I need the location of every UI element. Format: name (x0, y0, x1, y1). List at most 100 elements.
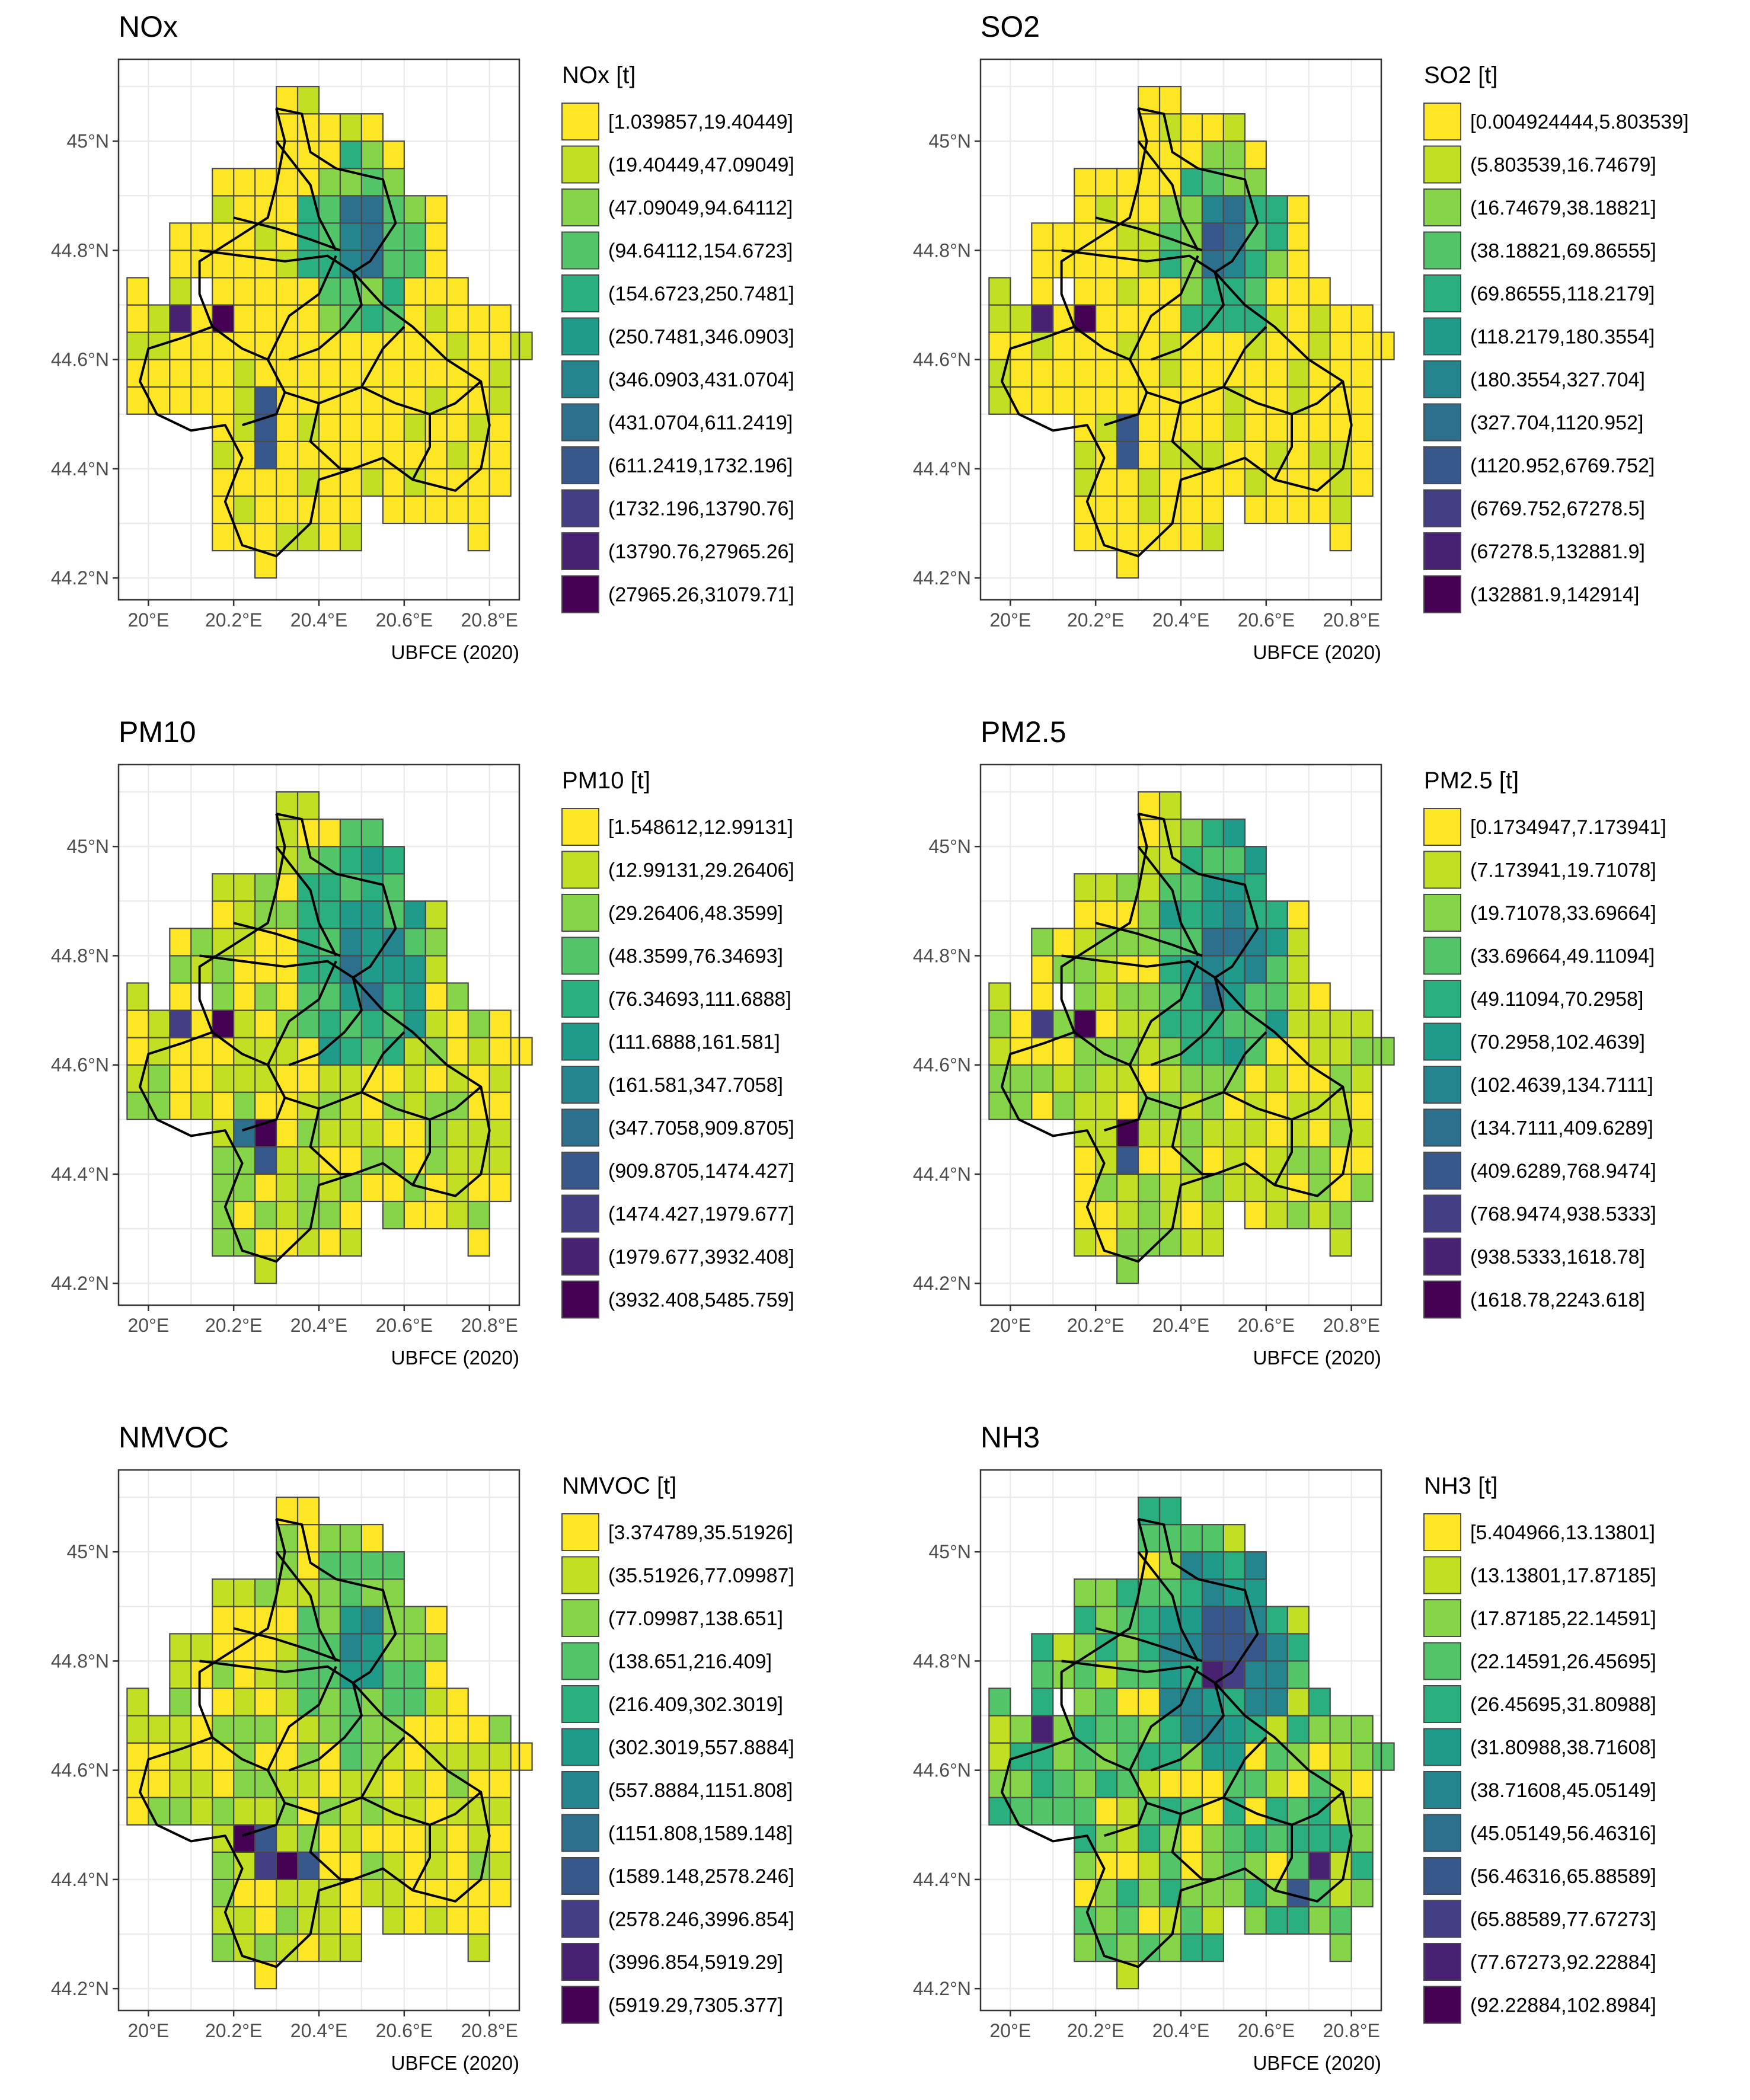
x-tick-label: 20.2°E (205, 609, 262, 631)
grid-cell (403, 1660, 426, 1689)
grid-cell (1286, 359, 1310, 388)
municipality-boundaries (1001, 812, 1353, 1263)
grid-cell (1180, 1578, 1203, 1607)
municipality-boundary (1137, 845, 1199, 957)
grid-cell (339, 1146, 363, 1175)
municipality-boundaries (139, 812, 491, 1263)
legend-label: (38.18821,69.86555] (1470, 240, 1656, 263)
grid-cell (467, 1742, 490, 1771)
grid-cell (275, 277, 299, 306)
grid-cell (1265, 900, 1288, 929)
legend-label: (13790.76,27965.26] (608, 541, 794, 563)
city-boundary (1001, 107, 1353, 558)
legend: NOx [t] [1.039857,19.40449] (19.40449,47.0… (561, 62, 794, 613)
grid-cell (382, 1906, 405, 1935)
grid-cell (424, 386, 448, 415)
grid-cell (126, 1009, 149, 1038)
grid-cell (360, 1715, 384, 1744)
grid-cell (148, 386, 171, 415)
grid-cell (275, 1851, 299, 1881)
grid-cell (360, 195, 384, 224)
grid-cell (988, 1687, 1011, 1717)
grid-cell (1116, 1064, 1139, 1093)
grid-cell (1308, 1200, 1331, 1230)
x-tick-label: 20.6°E (1238, 2020, 1295, 2041)
grid-cell (1137, 277, 1161, 306)
grid-cell (1201, 1146, 1225, 1175)
grid-cell (1308, 1037, 1331, 1066)
grid-cell (339, 1633, 363, 1662)
legend-swatch (561, 1108, 599, 1147)
grid-cell (212, 1769, 235, 1798)
grid-cell (467, 1173, 490, 1203)
grid-cell (1137, 1200, 1161, 1230)
grid-cell (1372, 1742, 1395, 1771)
grid-cell (1137, 1118, 1161, 1148)
grid-cell (126, 1742, 149, 1771)
grid-cell (254, 440, 277, 470)
grid-cell (1286, 250, 1310, 279)
map-panel-nmvoc: NMVOC 20°E 20.2°E 20.4°E 20.6°E 20.8°E 45°N 44.… (51, 1421, 794, 2074)
legend-swatch (561, 575, 599, 613)
grid-cell (1158, 819, 1182, 848)
grid-cell (446, 1906, 469, 1935)
grid-cell (212, 195, 235, 224)
grid-cell (988, 1742, 1011, 1771)
grid-cell (169, 982, 192, 1011)
legend-swatch (561, 103, 599, 140)
municipality-boundary (411, 1119, 431, 1186)
municipality-boundary (1273, 414, 1293, 481)
grid-cell (1244, 277, 1267, 306)
grid-cell (169, 928, 192, 957)
grid-cell (339, 1551, 363, 1580)
grid-cell (1074, 1009, 1097, 1038)
grid-cell (1244, 982, 1267, 1011)
grid-cell (318, 1228, 341, 1257)
legend-swatch (1423, 403, 1461, 442)
grid-cell (1201, 195, 1225, 224)
grid-cell (1158, 359, 1182, 388)
grid-cell (382, 1687, 405, 1717)
grid-cell (1222, 873, 1246, 902)
source-caption: UBFCE (2020) (391, 2052, 519, 2074)
source-caption: UBFCE (2020) (1253, 641, 1381, 663)
legend-swatch (561, 1728, 599, 1766)
legend-swatch (561, 1194, 599, 1233)
y-tick-label: 44.4°N (51, 458, 109, 480)
grid-cell (169, 1769, 192, 1798)
grid-cell (190, 1742, 213, 1771)
grid-cell (424, 304, 448, 333)
legend-label: (56.46316,65.88589] (1470, 1865, 1656, 1888)
grid-cell (1052, 1742, 1075, 1771)
municipality-boundary (411, 1824, 431, 1891)
grid-cell (382, 1200, 405, 1230)
grid-cell (1052, 359, 1075, 388)
grid-cell (1052, 386, 1075, 415)
grid-cell (1329, 1037, 1352, 1066)
grid-cell (254, 1009, 277, 1038)
grid-cell (1286, 195, 1310, 224)
grid-cell (446, 1146, 469, 1175)
grid-cell (212, 1933, 235, 1962)
grid-cell (1116, 982, 1139, 1011)
grid-cell (1031, 386, 1054, 415)
legend-label: (49.11094,70.2958] (1470, 988, 1643, 1011)
grid-cell (275, 195, 299, 224)
grid-cell (233, 1906, 256, 1935)
grid-cell (1116, 1851, 1139, 1881)
grid-cell (1265, 1064, 1288, 1093)
grid-cell (424, 250, 448, 279)
municipality-boundary (1103, 1802, 1148, 1837)
x-tick-label: 20.6°E (1238, 609, 1295, 631)
grid-cell (424, 1200, 448, 1230)
grid-cell (318, 955, 341, 984)
grid-cell (360, 1118, 384, 1148)
grid-cell (296, 331, 320, 360)
grid-cell (190, 1633, 213, 1662)
grid-cell (1095, 495, 1118, 525)
grid-cell (1137, 168, 1161, 197)
grid-cell (1350, 1797, 1374, 1826)
grid-cell (1137, 928, 1161, 957)
legend-swatch (561, 446, 599, 484)
grid-cell (254, 468, 277, 497)
